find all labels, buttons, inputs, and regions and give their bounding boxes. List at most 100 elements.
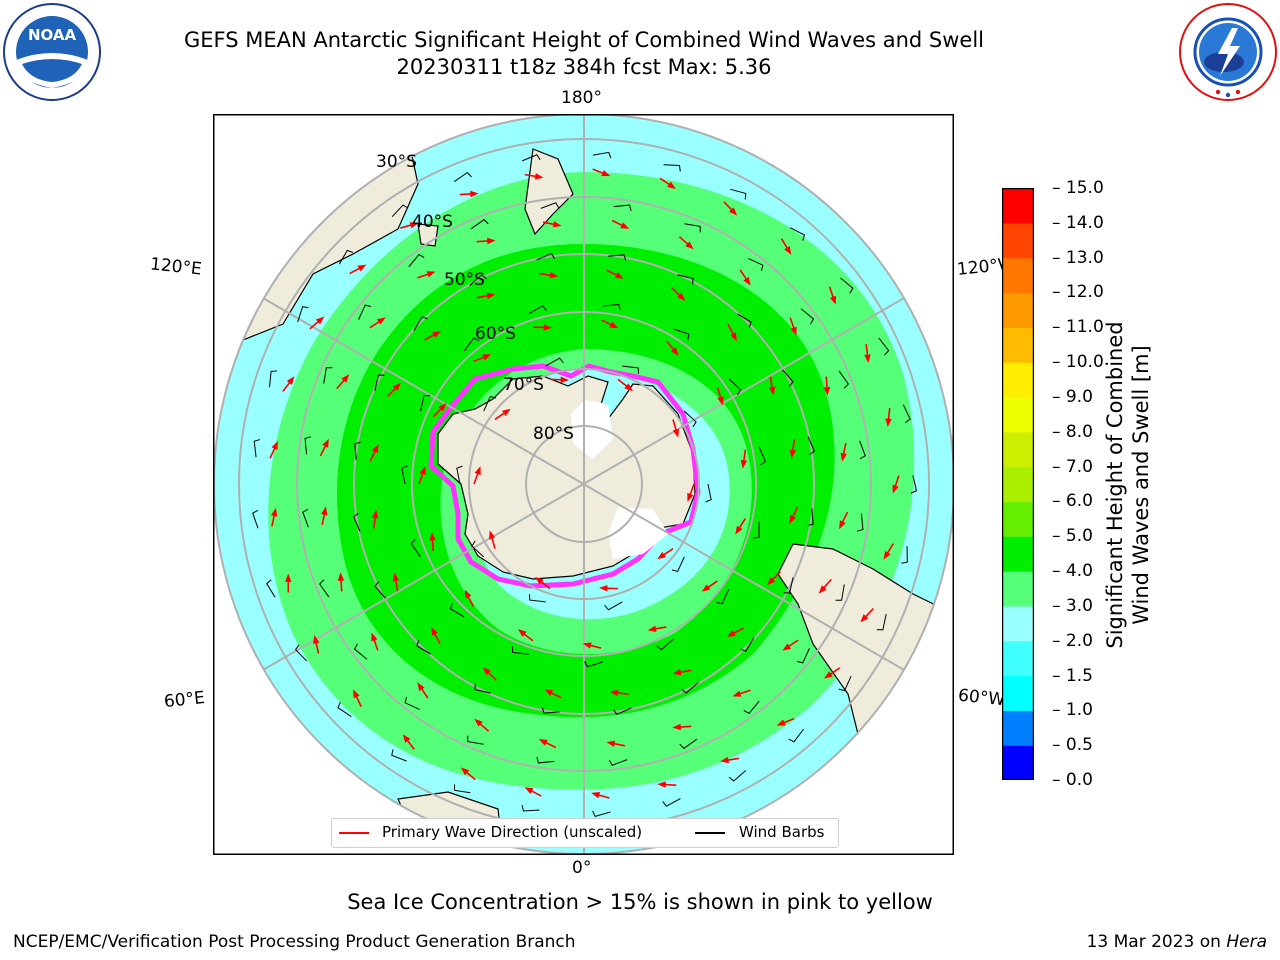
wave-arrowhead	[829, 295, 837, 305]
wind-barb	[337, 701, 352, 717]
wind-barb	[302, 508, 309, 528]
colorbar-tick-label: – 4.0	[1052, 561, 1093, 582]
wind-barb	[297, 306, 309, 323]
colorbar-segment	[1002, 431, 1034, 468]
colorbar-tick-label: – 14.0	[1052, 212, 1104, 233]
wave-arrowhead	[543, 324, 553, 331]
colorbar-label: Significant Height of Combined Wind Wave…	[1103, 321, 1153, 649]
wind-barb	[416, 640, 431, 655]
wave-arrowhead	[599, 585, 608, 592]
wave-direction-swatch	[339, 832, 369, 834]
wave-arrowhead	[371, 509, 379, 519]
wind-barb	[838, 675, 852, 692]
wind-barb	[730, 188, 747, 200]
wind-barb	[584, 661, 603, 668]
wave-arrowhead	[337, 572, 345, 581]
nws-logo	[1179, 3, 1277, 101]
noaa-logo-text: NOAA	[28, 26, 77, 44]
wave-arrowhead	[790, 326, 797, 336]
wave-arrowhead	[535, 576, 544, 585]
wave-arrowhead	[685, 241, 694, 250]
wind-barb	[545, 357, 564, 367]
wave-arrowhead	[670, 347, 679, 356]
wind-barb	[304, 436, 312, 455]
map-subtitle: 20230311 t18z 384h fcst Max: 5.36	[396, 55, 772, 79]
wave-arrowhead	[426, 271, 436, 278]
colorbar-segment	[1002, 292, 1034, 328]
wind-barb	[453, 784, 471, 794]
wind-barb	[807, 436, 816, 456]
wind-barb	[471, 540, 485, 558]
wind-barb	[673, 328, 690, 341]
wind-barb	[608, 254, 627, 261]
wind-barb	[859, 440, 866, 460]
colorbar-tick-label: – 8.0	[1052, 421, 1093, 442]
wind-barb	[474, 683, 491, 694]
wind-barb	[838, 370, 849, 389]
wave-arrowhead	[432, 331, 442, 338]
wind-barb	[469, 274, 487, 286]
wind-barb	[612, 707, 632, 716]
wave-arrowhead	[784, 246, 792, 255]
colorbar-tick-label: – 0.0	[1052, 770, 1093, 790]
colorbar-tick-label: – 5.0	[1052, 526, 1093, 547]
wind-barb	[790, 227, 806, 241]
wave-arrowhead	[740, 459, 748, 469]
lon-label-180: 180°	[561, 88, 602, 108]
wind-barb	[728, 378, 742, 396]
wind-barb	[728, 770, 747, 782]
wind-barb	[410, 539, 421, 558]
wave-arrowhead	[701, 584, 711, 592]
colorbar-tick-label: – 10.0	[1052, 352, 1104, 373]
colorbar-tick-label: – 3.0	[1052, 595, 1093, 616]
wave-arrowhead	[321, 506, 328, 516]
colorbar-tick-label: – 1.0	[1052, 700, 1093, 721]
landmass-new-zealand	[524, 148, 574, 236]
colorbar-tick-label: – 12.0	[1052, 282, 1104, 303]
wave-direction-legend-label: Primary Wave Direction (unscaled)	[382, 823, 643, 841]
wind-barb	[266, 579, 276, 598]
wind-barb	[413, 316, 428, 331]
wind-barb	[592, 151, 612, 159]
wave-arrowhead	[864, 354, 871, 364]
wind-barb	[608, 759, 628, 766]
wave-arrowhead	[667, 181, 676, 189]
colorbar-tick-label: – 1.5	[1052, 665, 1093, 686]
colorbar-tick-label: – 7.0	[1052, 456, 1093, 477]
wave-arrowhead	[824, 671, 833, 679]
wind-barb	[800, 308, 815, 325]
wind-barb	[294, 644, 308, 662]
wave-arrowhead	[885, 418, 892, 428]
wave-arrowhead	[488, 530, 496, 540]
colorbar-segment	[1002, 257, 1034, 294]
colorbar	[1002, 188, 1034, 780]
wind-barb	[408, 253, 425, 268]
wind-barb	[656, 638, 674, 651]
wind-barb	[374, 581, 386, 599]
wave-arrowhead	[789, 514, 797, 524]
wind-barb	[602, 303, 621, 311]
wave-arrowhead	[341, 374, 350, 383]
wind-barb	[453, 171, 472, 183]
wave-arrowhead	[657, 781, 666, 788]
colorbar-segment	[1002, 327, 1034, 363]
wave-arrowhead	[392, 572, 400, 582]
wind-barb	[902, 404, 911, 424]
wind-barb	[604, 601, 623, 611]
wind-barb	[521, 805, 540, 812]
wind-barb	[796, 648, 810, 664]
wave-arrowhead	[417, 682, 425, 692]
wind-barb	[391, 204, 409, 218]
wave-arrowhead	[431, 626, 438, 636]
wind-barb	[748, 258, 764, 272]
colorbar-tick-label: – 9.0	[1052, 386, 1093, 407]
wind-barb	[876, 614, 887, 631]
wave-arrowhead	[730, 332, 737, 342]
lon-label-60w: 60°W	[957, 685, 1006, 711]
wave-arrowhead	[743, 276, 751, 286]
lat-label-30s: 30°S	[376, 152, 417, 172]
wind-barb	[910, 475, 918, 494]
wind-barb	[528, 594, 546, 603]
wind-barb	[783, 577, 794, 594]
wind-barb	[683, 410, 697, 428]
